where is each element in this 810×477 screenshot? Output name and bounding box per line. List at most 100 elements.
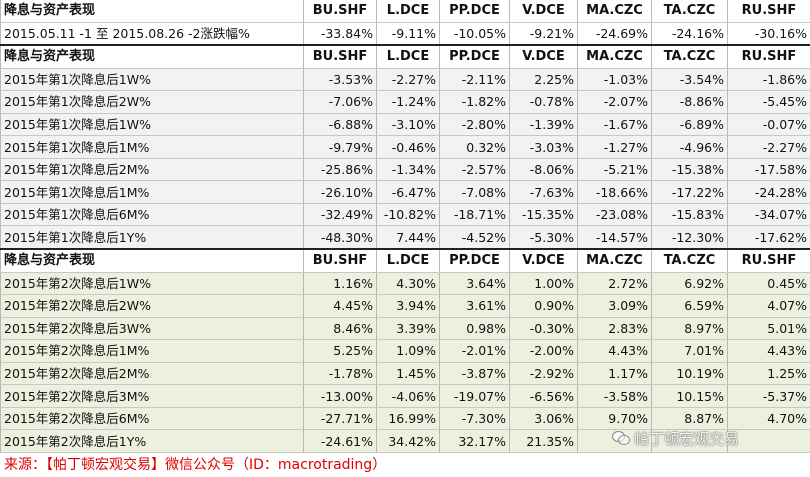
- table-cell: 4.70%: [727, 407, 810, 431]
- table-cell: -1.24%: [376, 90, 440, 114]
- table-cell: -2.27%: [376, 68, 440, 92]
- column-header: MA.CZC: [577, 248, 652, 273]
- column-header: V.DCE: [509, 248, 578, 273]
- section2-head: 降息与资产表现 BU.SHF L.DCE PP.DCE V.DCE MA.CZC…: [0, 248, 810, 273]
- row-label: 2015年第1次降息后6M%: [0, 203, 304, 227]
- table-cell: -5.45%: [727, 90, 810, 114]
- column-header: TA.CZC: [651, 0, 728, 23]
- table-cell: 3.64%: [439, 272, 510, 296]
- table-cell: -24.28%: [727, 180, 810, 204]
- table-cell: 3.94%: [376, 294, 440, 318]
- table-row: 2015年第1次降息后1W% -6.88% -3.10% -2.80% -1.39% -1…: [0, 113, 810, 137]
- table-cell: -15.83%: [651, 203, 728, 227]
- table-cell: -33.84%: [303, 22, 377, 46]
- table-cell: 7.01%: [651, 339, 728, 363]
- column-header: BU.SHF: [303, 248, 377, 273]
- row-label: 2015年第1次降息后1W%: [0, 68, 304, 92]
- row-label: 2015年第2次降息后3W%: [0, 317, 304, 341]
- table-cell: -18.71%: [439, 203, 510, 227]
- row-label: 2015年第1次降息后1Y%: [0, 225, 304, 250]
- table-row: 2015年第1次降息后1M% -26.10% -6.47% -7.08% -7.63% -…: [0, 180, 810, 204]
- table-cell: 5.01%: [727, 317, 810, 341]
- table-cell: -12.30%: [651, 225, 728, 250]
- column-header: RU.SHF: [727, 44, 810, 69]
- table-cell: 7.44%: [376, 225, 440, 250]
- table-cell: -7.08%: [439, 180, 510, 204]
- table-cell: 16.99%: [376, 407, 440, 431]
- table-cell: -5.21%: [577, 158, 652, 182]
- table-cell: 9.70%: [577, 407, 652, 431]
- table-cell: -3.54%: [651, 68, 728, 92]
- row-label: 2015年第2次降息后2W%: [0, 294, 304, 318]
- table-cell: -2.07%: [577, 90, 652, 114]
- row-label: 2015年第1次降息后2W%: [0, 90, 304, 114]
- table-cell: -15.35%: [509, 203, 578, 227]
- watermark-text: 帕丁顿宏观交易: [634, 429, 740, 448]
- table-cell: -18.66%: [577, 180, 652, 204]
- column-header: RU.SHF: [727, 0, 810, 23]
- table-cell: 6.92%: [651, 272, 728, 296]
- row-label: 2015年第2次降息后2M%: [0, 362, 304, 386]
- table-cell: -1.03%: [577, 68, 652, 92]
- table-cell: -24.16%: [651, 22, 728, 46]
- table-cell: -32.49%: [303, 203, 377, 227]
- table-row: 2015年第1次降息后2M% -25.86% -1.34% -2.57% -8.06% -…: [0, 158, 810, 182]
- table-cell: -0.46%: [376, 135, 440, 159]
- table-body: 降息与资产表现 BU.SHF L.DCE PP.DCE V.DCE MA.CZC…: [0, 0, 810, 69]
- table-cell: 3.06%: [509, 407, 578, 431]
- table-row: 2015年第2次降息后3W% 8.46% 3.39% 0.98% -0.30% 2.83%…: [0, 317, 810, 341]
- table-cell: 4.30%: [376, 272, 440, 296]
- row-label: 2015年第2次降息后3M%: [0, 384, 304, 408]
- table-cell: -7.30%: [439, 407, 510, 431]
- table-cell: -34.07%: [727, 203, 810, 227]
- header-row: 降息与资产表现 BU.SHF L.DCE PP.DCE V.DCE MA.CZC…: [0, 0, 810, 23]
- table-cell: 0.90%: [509, 294, 578, 318]
- table-cell: -30.16%: [727, 22, 810, 46]
- table-cell: -3.87%: [439, 362, 510, 386]
- table-cell: 2.72%: [577, 272, 652, 296]
- table-cell: 10.19%: [651, 362, 728, 386]
- table-cell: 8.87%: [651, 407, 728, 431]
- column-header: L.DCE: [376, 44, 440, 69]
- table-cell: 0.32%: [439, 135, 510, 159]
- table-cell: 2.83%: [577, 317, 652, 341]
- table-cell: 10.15%: [651, 384, 728, 408]
- row-label: 2015年第1次降息后1M%: [0, 135, 304, 159]
- table-cell: -4.52%: [439, 225, 510, 250]
- table-cell: 0.45%: [727, 272, 810, 296]
- table-cell: 1.17%: [577, 362, 652, 386]
- column-header: PP.DCE: [439, 0, 510, 23]
- column-header: V.DCE: [509, 44, 578, 69]
- section-title: 降息与资产表现: [0, 248, 304, 273]
- asset-performance-table: 降息与资产表现 BU.SHF L.DCE PP.DCE V.DCE MA.CZC…: [0, 0, 810, 453]
- column-header: V.DCE: [509, 0, 578, 23]
- table-cell: -24.61%: [303, 429, 377, 453]
- table-cell: -8.06%: [509, 158, 578, 182]
- table-cell: -0.78%: [509, 90, 578, 114]
- table-cell: -26.10%: [303, 180, 377, 204]
- table-cell: -17.62%: [727, 225, 810, 250]
- table-cell: -1.86%: [727, 68, 810, 92]
- table-row: 2015年第2次降息后3M% -13.00% -4.06% -19.07% -6.56%…: [0, 384, 810, 408]
- table-cell: 1.09%: [376, 339, 440, 363]
- table-row: 2015年第1次降息后1W% -3.53% -2.27% -2.11% 2.25% -1.…: [0, 68, 810, 92]
- table-cell: -5.30%: [509, 225, 578, 250]
- row-label: 2015年第1次降息后1W%: [0, 113, 304, 137]
- source-footer: 来源：【帕丁顿宏观交易】微信公众号（ID：macrotrading）: [4, 457, 387, 473]
- table-row: 2015年第1次降息后1M% -9.79% -0.46% 0.32% -3.03% -1.…: [0, 135, 810, 159]
- table-cell: -3.58%: [577, 384, 652, 408]
- table-cell: -9.11%: [376, 22, 440, 46]
- table-cell: 4.07%: [727, 294, 810, 318]
- table-cell: -3.03%: [509, 135, 578, 159]
- table-cell: 6.59%: [651, 294, 728, 318]
- table-cell: -24.69%: [577, 22, 652, 46]
- table-cell: -2.92%: [509, 362, 578, 386]
- column-header: L.DCE: [376, 248, 440, 273]
- table-cell: [651, 429, 728, 453]
- column-header: BU.SHF: [303, 44, 377, 69]
- table-cell: 4.43%: [727, 339, 810, 363]
- table-cell: -17.22%: [651, 180, 728, 204]
- table-cell: -9.21%: [509, 22, 578, 46]
- table-cell: [727, 429, 810, 453]
- table-cell: -8.86%: [651, 90, 728, 114]
